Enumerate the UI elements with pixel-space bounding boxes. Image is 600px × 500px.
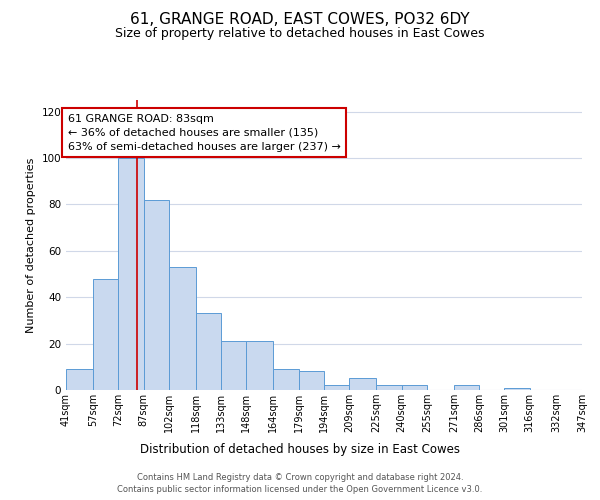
Bar — [118, 158, 143, 390]
Bar — [274, 369, 299, 390]
Bar — [324, 386, 349, 390]
Bar — [169, 267, 196, 390]
Bar — [247, 342, 274, 390]
Bar — [299, 372, 324, 390]
Y-axis label: Number of detached properties: Number of detached properties — [26, 158, 36, 332]
Bar — [376, 386, 401, 390]
Text: Contains public sector information licensed under the Open Government Licence v3: Contains public sector information licen… — [118, 485, 482, 494]
Bar — [349, 378, 376, 390]
Text: 61 GRANGE ROAD: 83sqm
← 36% of detached houses are smaller (135)
63% of semi-det: 61 GRANGE ROAD: 83sqm ← 36% of detached … — [68, 114, 341, 152]
Bar — [505, 388, 530, 390]
Bar — [582, 388, 600, 390]
Bar — [196, 314, 221, 390]
Bar — [454, 386, 479, 390]
Text: Distribution of detached houses by size in East Cowes: Distribution of detached houses by size … — [140, 442, 460, 456]
Bar — [401, 386, 427, 390]
Bar — [66, 369, 93, 390]
Bar — [221, 342, 247, 390]
Text: Size of property relative to detached houses in East Cowes: Size of property relative to detached ho… — [115, 28, 485, 40]
Text: Contains HM Land Registry data © Crown copyright and database right 2024.: Contains HM Land Registry data © Crown c… — [137, 472, 463, 482]
Bar — [93, 278, 118, 390]
Text: 61, GRANGE ROAD, EAST COWES, PO32 6DY: 61, GRANGE ROAD, EAST COWES, PO32 6DY — [130, 12, 470, 28]
Bar — [143, 200, 169, 390]
